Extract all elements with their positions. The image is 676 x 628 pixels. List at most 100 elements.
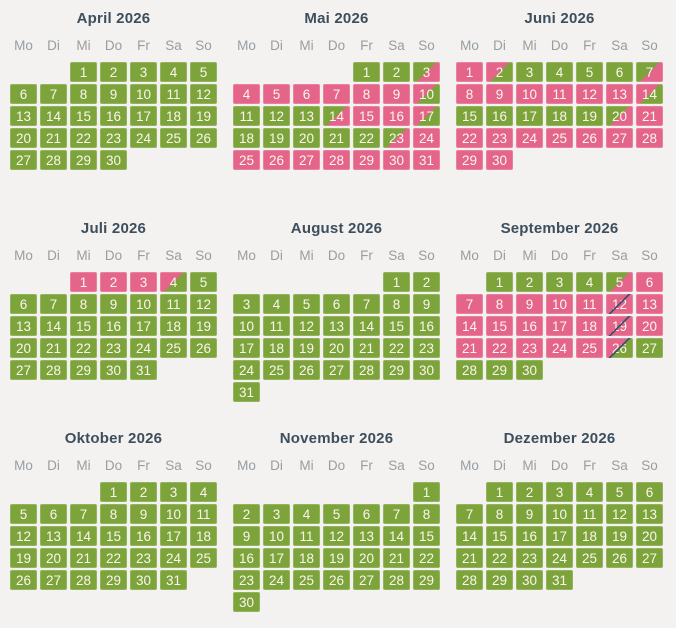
day-cell-september-2026-2[interactable]: 2 [516, 272, 543, 292]
day-cell-juni-2026-9[interactable]: 9 [486, 84, 513, 104]
day-cell-april-2026-10[interactable]: 10 [130, 84, 157, 104]
day-cell-september-2026-19[interactable]: 19 [606, 316, 633, 336]
day-cell-oktober-2026-10[interactable]: 10 [160, 504, 187, 524]
day-cell-november-2026-3[interactable]: 3 [263, 504, 290, 524]
day-cell-november-2026-18[interactable]: 18 [293, 548, 320, 568]
day-cell-august-2026-31[interactable]: 31 [233, 382, 260, 402]
day-cell-mai-2026-1[interactable]: 1 [353, 62, 380, 82]
day-cell-dezember-2026-4[interactable]: 4 [576, 482, 603, 502]
day-cell-oktober-2026-19[interactable]: 19 [10, 548, 37, 568]
day-cell-august-2026-9[interactable]: 9 [413, 294, 440, 314]
day-cell-november-2026-6[interactable]: 6 [353, 504, 380, 524]
day-cell-april-2026-5[interactable]: 5 [190, 62, 217, 82]
day-cell-oktober-2026-5[interactable]: 5 [10, 504, 37, 524]
day-cell-september-2026-8[interactable]: 8 [486, 294, 513, 314]
day-cell-november-2026-4[interactable]: 4 [293, 504, 320, 524]
day-cell-juni-2026-13[interactable]: 13 [606, 84, 633, 104]
day-cell-juli-2026-7[interactable]: 7 [40, 294, 67, 314]
day-cell-august-2026-13[interactable]: 13 [323, 316, 350, 336]
day-cell-april-2026-27[interactable]: 27 [10, 150, 37, 170]
day-cell-november-2026-2[interactable]: 2 [233, 504, 260, 524]
day-cell-juli-2026-17[interactable]: 17 [130, 316, 157, 336]
day-cell-august-2026-23[interactable]: 23 [413, 338, 440, 358]
day-cell-oktober-2026-16[interactable]: 16 [130, 526, 157, 546]
day-cell-november-2026-26[interactable]: 26 [323, 570, 350, 590]
day-cell-juli-2026-15[interactable]: 15 [70, 316, 97, 336]
day-cell-september-2026-7[interactable]: 7 [456, 294, 483, 314]
day-cell-mai-2026-3[interactable]: 3 [413, 62, 440, 82]
day-cell-april-2026-3[interactable]: 3 [130, 62, 157, 82]
day-cell-mai-2026-26[interactable]: 26 [263, 150, 290, 170]
day-cell-august-2026-12[interactable]: 12 [293, 316, 320, 336]
day-cell-april-2026-7[interactable]: 7 [40, 84, 67, 104]
day-cell-november-2026-19[interactable]: 19 [323, 548, 350, 568]
day-cell-oktober-2026-21[interactable]: 21 [70, 548, 97, 568]
day-cell-juni-2026-20[interactable]: 20 [606, 106, 633, 126]
day-cell-juli-2026-14[interactable]: 14 [40, 316, 67, 336]
day-cell-juli-2026-9[interactable]: 9 [100, 294, 127, 314]
day-cell-november-2026-22[interactable]: 22 [413, 548, 440, 568]
day-cell-dezember-2026-22[interactable]: 22 [486, 548, 513, 568]
day-cell-juli-2026-28[interactable]: 28 [40, 360, 67, 380]
day-cell-april-2026-19[interactable]: 19 [190, 106, 217, 126]
day-cell-september-2026-22[interactable]: 22 [486, 338, 513, 358]
day-cell-juli-2026-24[interactable]: 24 [130, 338, 157, 358]
day-cell-oktober-2026-9[interactable]: 9 [130, 504, 157, 524]
day-cell-september-2026-25[interactable]: 25 [576, 338, 603, 358]
day-cell-dezember-2026-21[interactable]: 21 [456, 548, 483, 568]
day-cell-juni-2026-16[interactable]: 16 [486, 106, 513, 126]
day-cell-dezember-2026-2[interactable]: 2 [516, 482, 543, 502]
day-cell-mai-2026-12[interactable]: 12 [263, 106, 290, 126]
day-cell-dezember-2026-15[interactable]: 15 [486, 526, 513, 546]
day-cell-mai-2026-22[interactable]: 22 [353, 128, 380, 148]
day-cell-april-2026-12[interactable]: 12 [190, 84, 217, 104]
day-cell-dezember-2026-23[interactable]: 23 [516, 548, 543, 568]
day-cell-august-2026-21[interactable]: 21 [353, 338, 380, 358]
day-cell-juli-2026-30[interactable]: 30 [100, 360, 127, 380]
day-cell-august-2026-11[interactable]: 11 [263, 316, 290, 336]
day-cell-mai-2026-11[interactable]: 11 [233, 106, 260, 126]
day-cell-august-2026-19[interactable]: 19 [293, 338, 320, 358]
day-cell-april-2026-24[interactable]: 24 [130, 128, 157, 148]
day-cell-november-2026-14[interactable]: 14 [383, 526, 410, 546]
day-cell-august-2026-28[interactable]: 28 [353, 360, 380, 380]
day-cell-juli-2026-5[interactable]: 5 [190, 272, 217, 292]
day-cell-dezember-2026-13[interactable]: 13 [636, 504, 663, 524]
day-cell-juni-2026-22[interactable]: 22 [456, 128, 483, 148]
day-cell-mai-2026-20[interactable]: 20 [293, 128, 320, 148]
day-cell-september-2026-6[interactable]: 6 [636, 272, 663, 292]
day-cell-mai-2026-9[interactable]: 9 [383, 84, 410, 104]
day-cell-oktober-2026-25[interactable]: 25 [190, 548, 217, 568]
day-cell-juni-2026-5[interactable]: 5 [576, 62, 603, 82]
day-cell-september-2026-20[interactable]: 20 [636, 316, 663, 336]
day-cell-oktober-2026-24[interactable]: 24 [160, 548, 187, 568]
day-cell-november-2026-12[interactable]: 12 [323, 526, 350, 546]
day-cell-mai-2026-4[interactable]: 4 [233, 84, 260, 104]
day-cell-mai-2026-23[interactable]: 23 [383, 128, 410, 148]
day-cell-mai-2026-30[interactable]: 30 [383, 150, 410, 170]
day-cell-juni-2026-15[interactable]: 15 [456, 106, 483, 126]
day-cell-september-2026-14[interactable]: 14 [456, 316, 483, 336]
day-cell-juni-2026-26[interactable]: 26 [576, 128, 603, 148]
day-cell-april-2026-18[interactable]: 18 [160, 106, 187, 126]
day-cell-juni-2026-25[interactable]: 25 [546, 128, 573, 148]
day-cell-september-2026-15[interactable]: 15 [486, 316, 513, 336]
day-cell-oktober-2026-11[interactable]: 11 [190, 504, 217, 524]
day-cell-september-2026-18[interactable]: 18 [576, 316, 603, 336]
day-cell-dezember-2026-5[interactable]: 5 [606, 482, 633, 502]
day-cell-mai-2026-6[interactable]: 6 [293, 84, 320, 104]
day-cell-juli-2026-21[interactable]: 21 [40, 338, 67, 358]
day-cell-dezember-2026-9[interactable]: 9 [516, 504, 543, 524]
day-cell-august-2026-16[interactable]: 16 [413, 316, 440, 336]
day-cell-september-2026-16[interactable]: 16 [516, 316, 543, 336]
day-cell-juni-2026-11[interactable]: 11 [546, 84, 573, 104]
day-cell-juni-2026-2[interactable]: 2 [486, 62, 513, 82]
day-cell-oktober-2026-14[interactable]: 14 [70, 526, 97, 546]
day-cell-juli-2026-23[interactable]: 23 [100, 338, 127, 358]
day-cell-oktober-2026-17[interactable]: 17 [160, 526, 187, 546]
day-cell-oktober-2026-27[interactable]: 27 [40, 570, 67, 590]
day-cell-juni-2026-24[interactable]: 24 [516, 128, 543, 148]
day-cell-oktober-2026-7[interactable]: 7 [70, 504, 97, 524]
day-cell-november-2026-11[interactable]: 11 [293, 526, 320, 546]
day-cell-august-2026-30[interactable]: 30 [413, 360, 440, 380]
